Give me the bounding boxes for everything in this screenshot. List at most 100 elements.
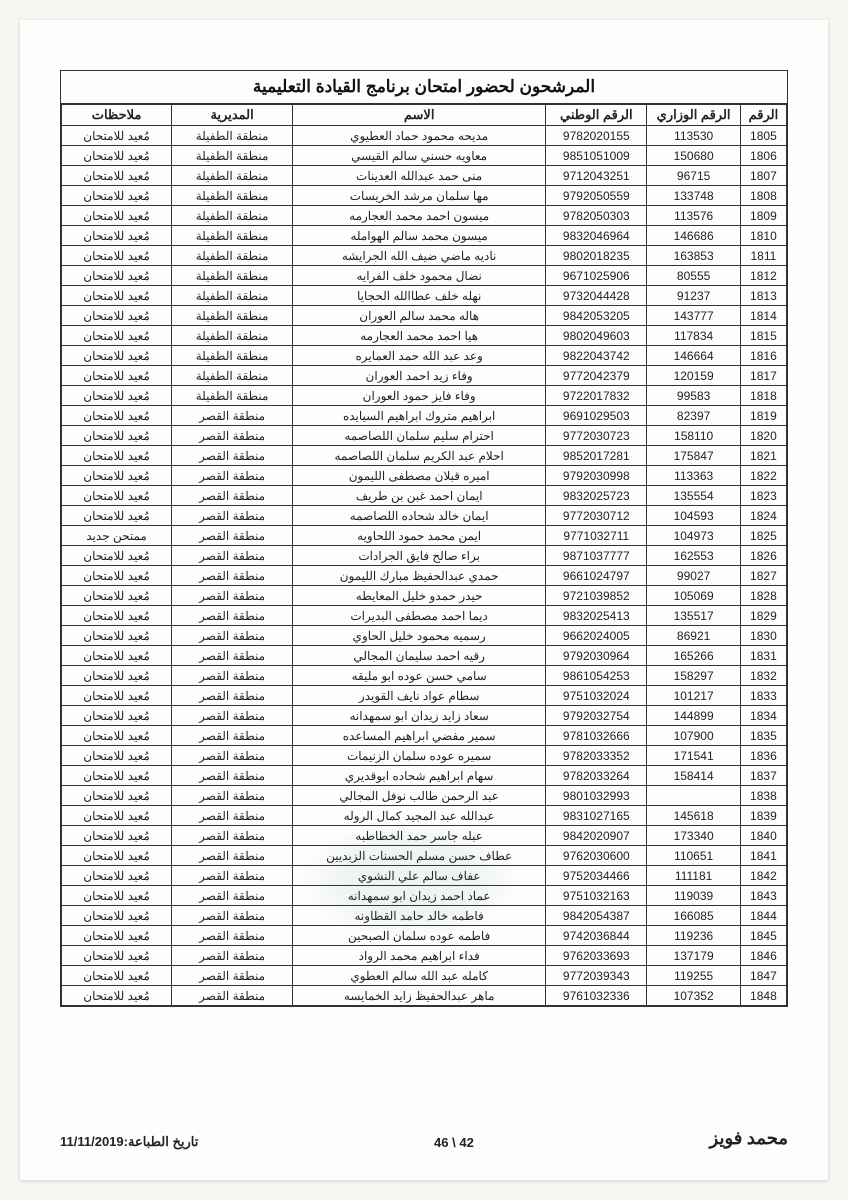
- cell-dir: منطقة الطفيلة: [172, 246, 293, 266]
- cell-nat: 9782020155: [546, 126, 647, 146]
- cell-num: 1837: [740, 766, 786, 786]
- cell-num: 1841: [740, 846, 786, 866]
- cell-num: 1836: [740, 746, 786, 766]
- cell-notes: مُعيد للامتحان: [62, 346, 172, 366]
- cell-notes: مُعيد للامتحان: [62, 986, 172, 1006]
- table-row: 18431190399751032163عماد احمد زيدان ابو …: [62, 886, 787, 906]
- cell-nat: 9712043251: [546, 166, 647, 186]
- cell-num: 1844: [740, 906, 786, 926]
- cell-dir: منطقة القصر: [172, 886, 293, 906]
- cell-min: 105069: [647, 586, 740, 606]
- cell-min: 119039: [647, 886, 740, 906]
- cell-nat: 9782033264: [546, 766, 647, 786]
- cell-dir: منطقة الطفيلة: [172, 346, 293, 366]
- cell-min: 101217: [647, 686, 740, 706]
- cell-name: سامي حسن عوده ابو مليقه: [293, 666, 546, 686]
- cell-dir: منطقة القصر: [172, 486, 293, 506]
- cell-min: 113576: [647, 206, 740, 226]
- cell-name: فاطمه خالد حامد القطاونه: [293, 906, 546, 926]
- cell-name: حيدر حمدو خليل المعايطه: [293, 586, 546, 606]
- cell-num: 1812: [740, 266, 786, 286]
- cell-dir: منطقة القصر: [172, 726, 293, 746]
- cell-nat: 9772030712: [546, 506, 647, 526]
- cell-name: احترام سليم سلمان اللصاصمه: [293, 426, 546, 446]
- cell-notes: مُعيد للامتحان: [62, 146, 172, 166]
- cell-dir: منطقة الطفيلة: [172, 146, 293, 166]
- cell-dir: منطقة القصر: [172, 646, 293, 666]
- cell-dir: منطقة الطفيلة: [172, 206, 293, 226]
- document-page: المرشحون لحضور امتحان برنامج القيادة الت…: [20, 20, 828, 1180]
- cell-dir: منطقة القصر: [172, 506, 293, 526]
- cell-num: 1830: [740, 626, 786, 646]
- cell-num: 1827: [740, 566, 786, 586]
- cell-dir: منطقة القصر: [172, 586, 293, 606]
- cell-notes: مُعيد للامتحان: [62, 646, 172, 666]
- header-directorate: المديرية: [172, 105, 293, 126]
- cell-min: 171541: [647, 746, 740, 766]
- cell-nat: 9792030998: [546, 466, 647, 486]
- cell-num: 1818: [740, 386, 786, 406]
- table-row: 18241045939772030712ايمان خالد شحاده الل…: [62, 506, 787, 526]
- cell-nat: 9832046964: [546, 226, 647, 246]
- cell-notes: مُعيد للامتحان: [62, 826, 172, 846]
- cell-nat: 9801032993: [546, 786, 647, 806]
- table-row: 18061506809851051009معاويه حسني سالم الق…: [62, 146, 787, 166]
- cell-dir: منطقة القصر: [172, 446, 293, 466]
- cell-num: 1838: [740, 786, 786, 806]
- cell-min: 146686: [647, 226, 740, 246]
- table-container: المرشحون لحضور امتحان برنامج القيادة الت…: [60, 70, 788, 1007]
- cell-notes: مُعيد للامتحان: [62, 586, 172, 606]
- cell-num: 1831: [740, 646, 786, 666]
- table-row: 18341448999792032754سعاد زايد زيدان ابو …: [62, 706, 787, 726]
- cell-dir: منطقة القصر: [172, 466, 293, 486]
- cell-nat: 9751032163: [546, 886, 647, 906]
- cell-nat: 9662024005: [546, 626, 647, 646]
- table-row: 1812805559671025906نضال محمود خلف الفراي…: [62, 266, 787, 286]
- cell-name: نهله خلف عطاالله الحجايا: [293, 286, 546, 306]
- cell-nat: 9792050559: [546, 186, 647, 206]
- cell-name: حمدي عبدالحفيظ مبارك الليمون: [293, 566, 546, 586]
- cell-nat: 9762033693: [546, 946, 647, 966]
- cell-num: 1840: [740, 826, 786, 846]
- cell-min: 135517: [647, 606, 740, 626]
- cell-name: كامله عبد الله سالم العطوي: [293, 966, 546, 986]
- cell-dir: منطقة القصر: [172, 906, 293, 926]
- cell-min: 133748: [647, 186, 740, 206]
- cell-name: عبد الرحمن طالب نوفل المجالي: [293, 786, 546, 806]
- cell-dir: منطقة الطفيلة: [172, 226, 293, 246]
- cell-num: 1815: [740, 326, 786, 346]
- cell-notes: مُعيد للامتحان: [62, 806, 172, 826]
- cell-dir: منطقة الطفيلة: [172, 126, 293, 146]
- cell-notes: مُعيد للامتحان: [62, 466, 172, 486]
- table-row: 18211758479852017281احلام عبد الكريم سلم…: [62, 446, 787, 466]
- table-row: 18451192369742036844فاطمه عوده سلمان الص…: [62, 926, 787, 946]
- cell-nat: 9842020907: [546, 826, 647, 846]
- page-number: 42 \ 46: [434, 1135, 474, 1150]
- cell-num: 1808: [740, 186, 786, 206]
- cell-dir: منطقة القصر: [172, 766, 293, 786]
- cell-dir: منطقة القصر: [172, 606, 293, 626]
- cell-num: 1839: [740, 806, 786, 826]
- cell-dir: منطقة القصر: [172, 566, 293, 586]
- cell-min: 162553: [647, 546, 740, 566]
- cell-name: فداء ابراهيم محمد الرواد: [293, 946, 546, 966]
- cell-name: رقيه احمد سليمان المجالي: [293, 646, 546, 666]
- cell-num: 1846: [740, 946, 786, 966]
- cell-min: 135554: [647, 486, 740, 506]
- cell-notes: مُعيد للامتحان: [62, 566, 172, 586]
- cell-nat: 9752034466: [546, 866, 647, 886]
- cell-min: 117834: [647, 326, 740, 346]
- cell-nat: 9761032336: [546, 986, 647, 1006]
- cell-dir: منطقة القصر: [172, 706, 293, 726]
- cell-nat: 9781032666: [546, 726, 647, 746]
- cell-notes: مُعيد للامتحان: [62, 846, 172, 866]
- cell-nat: 9842054387: [546, 906, 647, 926]
- cell-name: عبدالله عبد المجيد كمال الروله: [293, 806, 546, 826]
- cell-nat: 9861054253: [546, 666, 647, 686]
- candidates-table: الرقم الرقم الوزاري الرقم الوطني الاسم ا…: [61, 104, 787, 1006]
- cell-nat: 9661024797: [546, 566, 647, 586]
- cell-min: 110651: [647, 846, 740, 866]
- cell-num: 1823: [740, 486, 786, 506]
- cell-nat: 9852017281: [546, 446, 647, 466]
- cell-min: 119255: [647, 966, 740, 986]
